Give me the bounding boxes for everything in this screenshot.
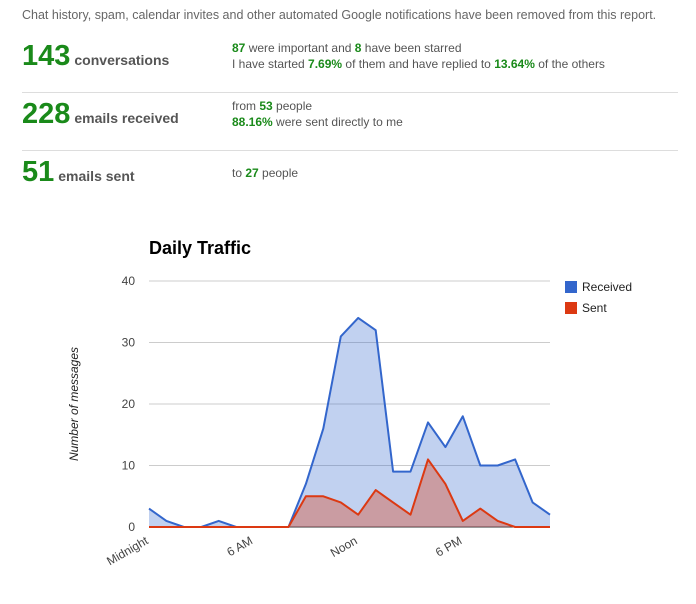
y-tick-label: 20	[122, 397, 136, 411]
report-notice: Chat history, spam, calendar invites and…	[22, 8, 657, 22]
x-tick-label: Midnight	[104, 533, 151, 568]
chart-title: Daily Traffic	[149, 238, 252, 258]
line-sent	[149, 458, 550, 528]
line-received	[148, 316, 551, 528]
conversations-count: 143 conversations	[22, 40, 170, 72]
received-detail-2: 88.16% were sent directly to me	[232, 115, 403, 129]
received-unit: emails received	[74, 110, 179, 126]
y-tick-label: 40	[122, 274, 136, 288]
x-tick-label: 6 PM	[433, 533, 464, 559]
stat-emails-received: 228 emails received from 53 people 88.16%…	[22, 92, 678, 151]
received-detail-1: from 53 people	[232, 99, 313, 113]
legend-sent: Sent	[565, 301, 607, 315]
stat-emails-sent: 51 emails sent to 27 people	[22, 150, 678, 208]
sent-unit: emails sent	[58, 168, 135, 184]
area-sent	[149, 459, 550, 527]
received-count: 228 emails received	[22, 98, 179, 130]
legend-received: Received	[565, 280, 632, 294]
conversations-detail-1: 87 were important and 8 have been starre…	[232, 41, 462, 55]
legend-swatch-sent	[565, 302, 577, 314]
sent-detail-1: to 27 people	[232, 166, 299, 180]
y-tick-label: 30	[122, 336, 136, 350]
x-tick-label: 6 AM	[224, 533, 255, 559]
area-received	[149, 317, 550, 527]
legend-label-sent: Sent	[582, 301, 607, 315]
conversations-detail-2: I have started 7.69% of them and have re…	[232, 57, 605, 71]
legend-swatch-received	[565, 281, 577, 293]
y-tick-label: 0	[128, 520, 135, 534]
y-tick-label: 10	[122, 459, 136, 473]
y-axis-label: Number of messages	[67, 347, 81, 461]
sent-count: 51 emails sent	[22, 156, 135, 188]
stat-conversations: 143 conversations 87 were important and 8…	[22, 34, 678, 93]
conversations-unit: conversations	[74, 52, 170, 68]
x-tick-label: Noon	[328, 533, 360, 559]
legend-label-received: Received	[582, 280, 633, 294]
